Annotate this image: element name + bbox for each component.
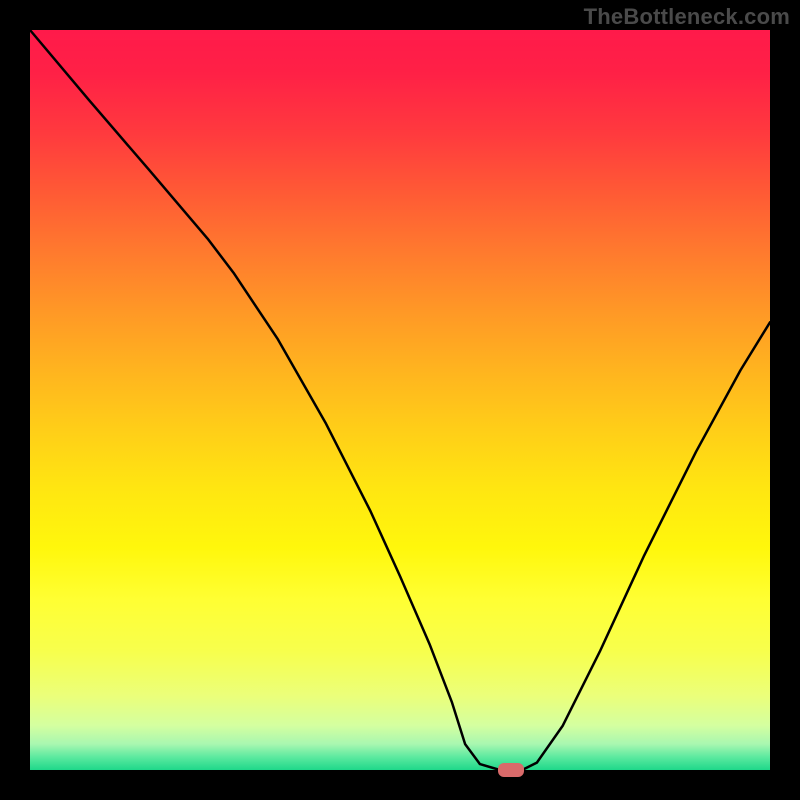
chart-stage: TheBottleneck.com (0, 0, 800, 800)
valley-marker (498, 763, 524, 777)
chart-svg (0, 0, 800, 800)
gradient-plot-area (30, 30, 770, 770)
watermark-text: TheBottleneck.com (584, 4, 790, 30)
